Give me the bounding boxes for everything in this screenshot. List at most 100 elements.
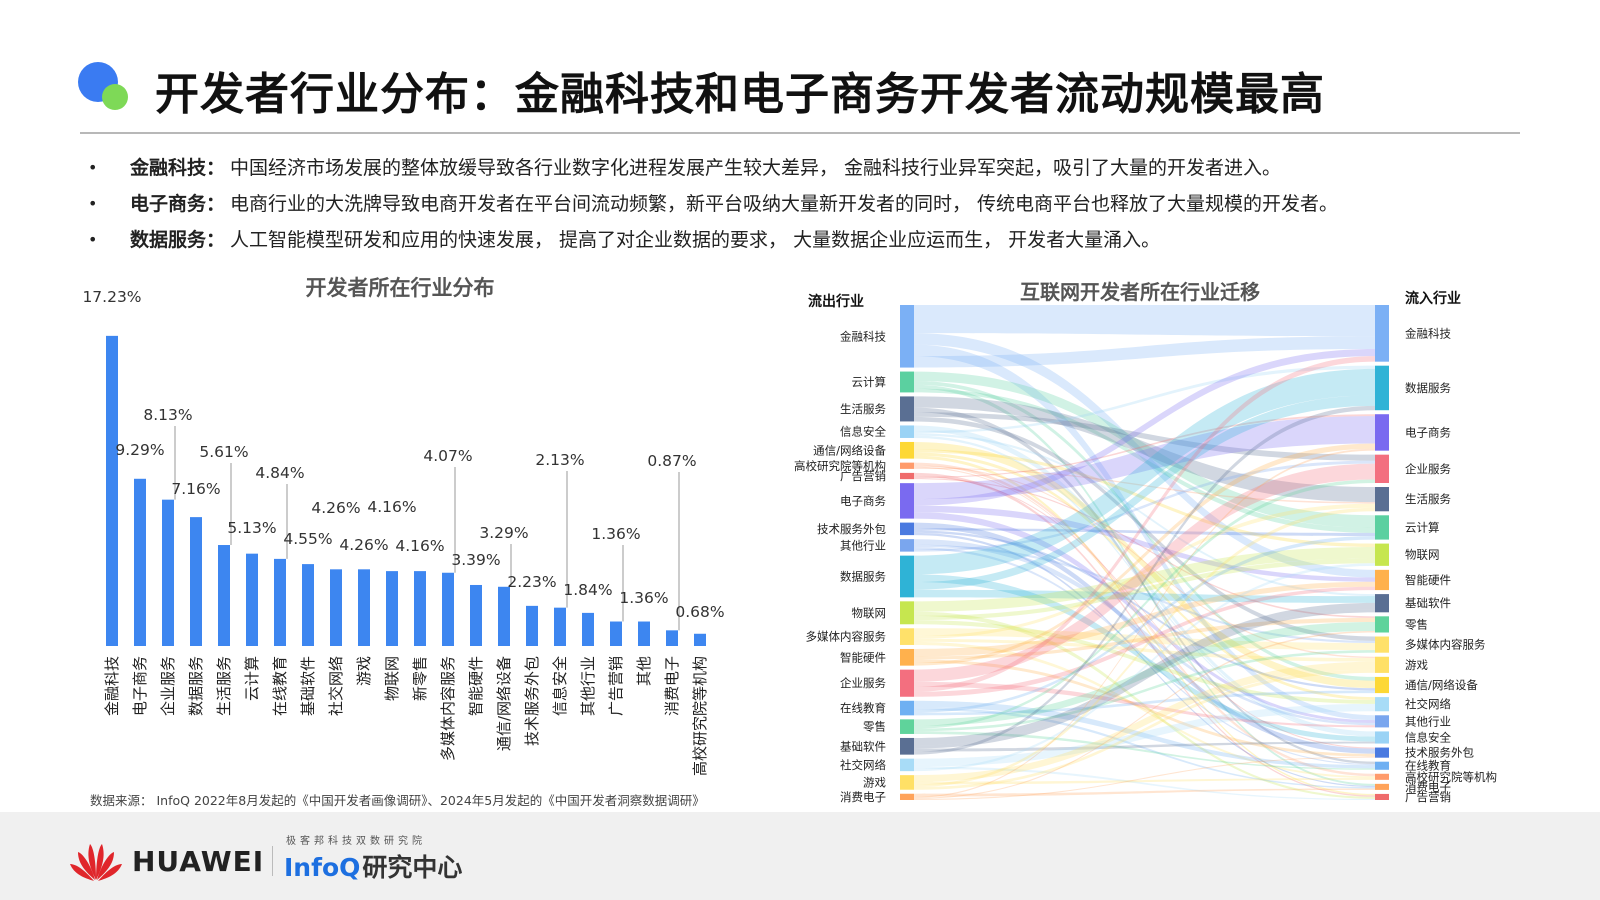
category-label: 物联网 — [383, 656, 401, 701]
sankey-link — [914, 348, 1375, 506]
bullet-item: • 金融科技： 中国经济市场发展的整体放缓导致各行业数字化进程发展产生较大差异，… — [88, 150, 1548, 186]
category-label: 基础软件 — [299, 656, 317, 716]
bullet-dot-icon: • — [88, 230, 98, 249]
sankey-link — [914, 522, 1375, 754]
sankey-link — [914, 505, 1375, 582]
bar-value-label: 4.26% — [311, 499, 360, 517]
sankey-link — [914, 586, 1375, 697]
bar — [610, 621, 622, 646]
bar-value-label: 4.07% — [423, 447, 472, 465]
sankey-target-label: 广告营销 — [1405, 790, 1451, 804]
category-label: 其他行业 — [579, 656, 597, 716]
sankey-source-label: 社交网络 — [840, 758, 886, 772]
sankey-link — [914, 336, 1375, 368]
source-note: 数据来源： InfoQ 2022年8月发起的《中国开发者画像调研》、2024年5… — [90, 793, 705, 808]
bullet-key: 电子商务： — [130, 193, 226, 215]
bar — [190, 517, 202, 646]
category-label: 数据服务 — [187, 656, 205, 716]
bullet-text: 人工智能模型研发和应用的快速发展， 提高了对企业数据的要求， 大量数据企业应运而… — [230, 229, 1161, 251]
bar-value-label: 0.87% — [647, 452, 696, 470]
sankey-target-node — [1375, 731, 1389, 744]
sankey-source-label: 零售 — [863, 720, 886, 734]
sankey-link — [914, 756, 1375, 800]
bar-value-label: 0.68% — [675, 603, 724, 621]
sankey-source-label: 消费电子 — [840, 790, 886, 804]
bullet-key: 金融科技： — [130, 157, 226, 179]
sankey-source-node — [900, 669, 914, 697]
sankey-source-label: 基础软件 — [840, 739, 886, 753]
bar-value-label: 3.29% — [479, 524, 528, 542]
bar — [106, 335, 118, 646]
bar — [218, 545, 230, 646]
bar-value-label: 4.16% — [395, 537, 444, 555]
sankey-target-node — [1375, 656, 1389, 673]
sankey-link — [914, 463, 1375, 682]
sankey-link — [914, 563, 1375, 772]
sankey-source-node — [900, 758, 914, 772]
sankey-source-label: 智能硬件 — [840, 650, 886, 664]
sankey-link — [914, 433, 1375, 597]
sankey-source-label: 金融科技 — [840, 329, 886, 343]
bar-value-label: 4.16% — [367, 498, 416, 516]
sankey-link — [914, 503, 1375, 639]
sankey-link — [914, 617, 1375, 660]
bullet-text: 电商行业的大洗牌导致电商开发者在平台间流动频繁，新平台吸纳大量新开发者的同时， … — [230, 193, 1339, 215]
category-label: 在线教育 — [271, 656, 289, 716]
sankey-link — [914, 466, 1375, 777]
bar-value-label: 9.29% — [115, 441, 164, 459]
sankey-target-label: 基础软件 — [1405, 596, 1451, 610]
category-label: 生活服务 — [215, 656, 233, 716]
category-label: 社交网络 — [327, 656, 345, 716]
category-label: 技术服务外包 — [523, 656, 541, 746]
sankey-link — [914, 396, 1375, 503]
sankey-source-label: 生活服务 — [840, 402, 886, 416]
sankey-source-node — [900, 472, 914, 480]
sankey-link — [914, 452, 1375, 700]
bar — [470, 584, 482, 646]
sankey-link — [914, 659, 1375, 757]
sankey-link — [914, 609, 1375, 749]
sankey-source-node — [900, 462, 914, 469]
category-label: 新零售 — [411, 656, 429, 701]
bar — [582, 612, 594, 646]
sankey-target-label: 金融科技 — [1405, 326, 1451, 340]
bar — [246, 553, 258, 646]
sankey-chart-title: 互联网开发者所在行业迁移 — [1020, 280, 1260, 304]
sankey-target-label: 生活服务 — [1405, 492, 1451, 506]
sankey-source-node — [900, 305, 914, 368]
bullet-dot-icon: • — [88, 158, 98, 177]
sankey-source-label: 技术服务外包 — [817, 522, 886, 536]
sankey-source-label: 数据服务 — [840, 569, 886, 583]
sankey-link — [914, 472, 1375, 797]
sankey-source-label: 物联网 — [852, 606, 887, 620]
category-label: 游戏 — [355, 656, 373, 686]
sankey-link — [914, 449, 1375, 548]
sankey-link — [914, 731, 1375, 770]
sankey-link — [914, 344, 1375, 721]
category-label: 通信/网络设备 — [495, 656, 513, 751]
sankey-target-node — [1375, 414, 1389, 451]
sankey-target-node — [1375, 487, 1389, 512]
sankey-target-label: 其他行业 — [1405, 714, 1451, 728]
sankey-target-label: 高校研究院等机构 — [1405, 770, 1497, 784]
category-label: 信息安全 — [551, 656, 569, 716]
sankey-source-node — [900, 522, 914, 536]
bar — [694, 633, 706, 646]
sankey-target-label: 通信/网络设备 — [1405, 678, 1478, 692]
bar-value-label: 1.36% — [619, 589, 668, 607]
sankey-link — [914, 478, 1375, 618]
infoq-name: InfoQ — [284, 853, 361, 882]
sankey-link — [914, 416, 1375, 641]
sankey-link — [914, 462, 1375, 776]
sankey-link — [914, 395, 1375, 590]
sankey-link — [914, 707, 1375, 789]
sankey-link — [914, 507, 1375, 788]
bar — [302, 564, 314, 646]
bar-value-label: 4.26% — [339, 536, 388, 554]
sankey-link — [914, 741, 1375, 752]
sankey-target-label: 数据服务 — [1405, 381, 1451, 395]
sankey-target-node — [1375, 676, 1389, 694]
sankey-link — [914, 681, 1375, 728]
sankey-link — [914, 539, 1375, 726]
sankey-target-label: 消费电子 — [1405, 780, 1451, 794]
